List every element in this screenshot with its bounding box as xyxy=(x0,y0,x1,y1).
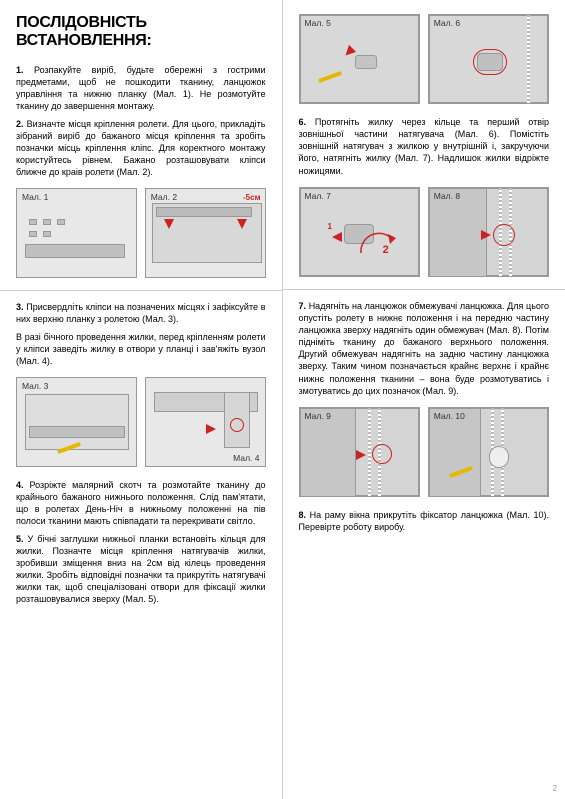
figure-row-3-4: Мал. 3 Мал. 4 xyxy=(16,377,266,467)
figure-6: Мал. 6 xyxy=(428,14,549,104)
step-7: 7. Надягніть на ланцюжок обмежувачі ланц… xyxy=(299,300,550,397)
right-column: Мал. 5 Мал. 6 6. Протягніть жилку через … xyxy=(283,0,565,799)
left-column: ПОСЛІДОВНІСТЬ ВСТАНОВЛЕННЯ: 1. Розпакуйт… xyxy=(0,0,283,799)
step-5: 5. У бічні заглушки нижньої планки встан… xyxy=(16,533,266,606)
figure-4: Мал. 4 xyxy=(145,377,266,467)
figure-7: Мал. 7 1 2 xyxy=(299,187,420,277)
figure-9: Мал. 9 xyxy=(299,407,420,497)
figure-2: Мал. 2 -5см xyxy=(145,188,266,278)
step-8: 8. На раму вікна прикрутіть фіксатор лан… xyxy=(299,509,550,533)
figure-row-5-6: Мал. 5 Мал. 6 xyxy=(299,14,550,104)
figure-10: Мал. 10 xyxy=(428,407,549,497)
figure-5: Мал. 5 xyxy=(299,14,420,104)
step-3: 3. Присвердліть кліпси на позначених міс… xyxy=(16,301,266,325)
step-2: 2. Визначте місця кріплення ролети. Для … xyxy=(16,118,266,179)
step-3a: В разі бічного проведення жилки, перед к… xyxy=(16,331,266,367)
figure-row-7-8: Мал. 7 1 2 Мал. 8 xyxy=(299,187,550,277)
figure-8: Мал. 8 xyxy=(428,187,549,277)
step-1: 1. Розпакуйте виріб, будьте обережні з г… xyxy=(16,64,266,113)
figure-3: Мал. 3 xyxy=(16,377,137,467)
step-6: 6. Протягніть жилку через кільце та перш… xyxy=(299,116,550,177)
figure-row-1-2: Мал. 1 Мал. 2 -5см xyxy=(16,188,266,278)
step-4: 4. Розріжте малярний скотч та розмотайте… xyxy=(16,479,266,528)
figure-row-9-10: Мал. 9 Мал. 10 xyxy=(299,407,550,497)
figure-1: Мал. 1 xyxy=(16,188,137,278)
page-number: 2 xyxy=(553,784,557,793)
page-title: ПОСЛІДОВНІСТЬ ВСТАНОВЛЕННЯ: xyxy=(16,14,266,50)
